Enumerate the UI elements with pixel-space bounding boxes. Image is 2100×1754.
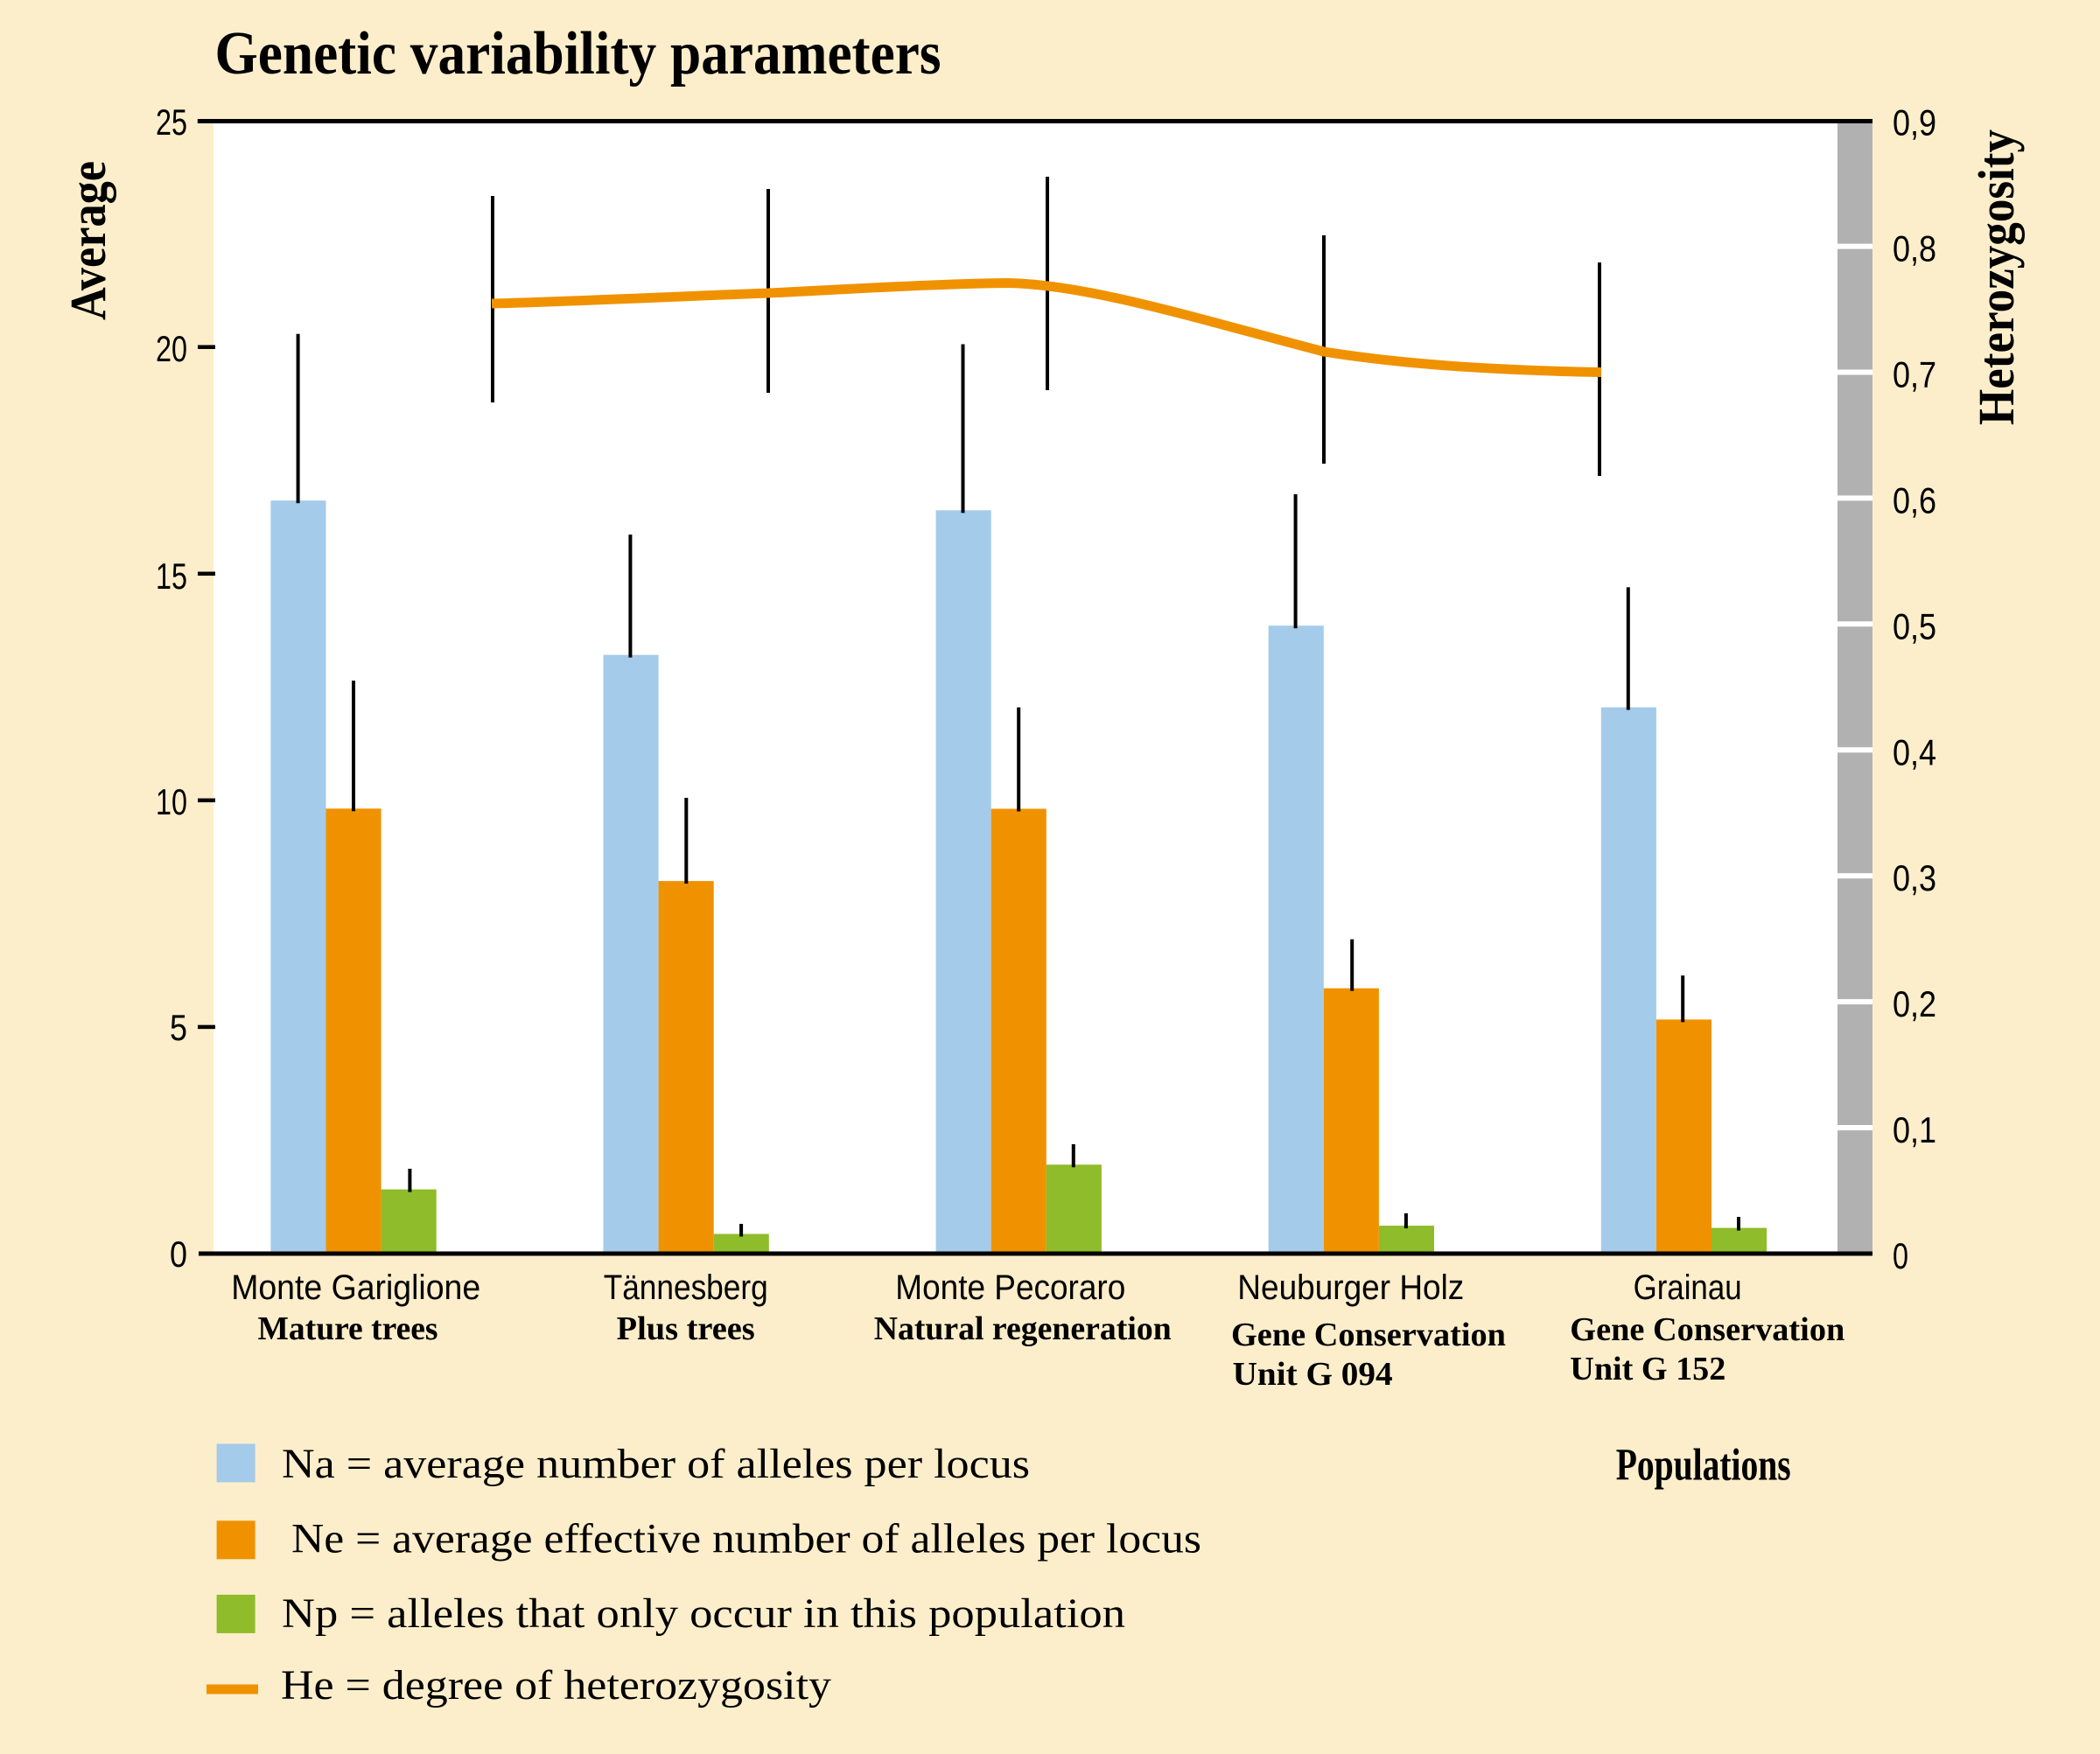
svg-text:Average: Average [60, 161, 116, 320]
svg-text:15: 15 [156, 556, 187, 597]
svg-text:Genetic variability parameters: Genetic variability parameters [215, 20, 942, 87]
svg-text:5: 5 [170, 1007, 187, 1048]
svg-text:Gene Conservation: Gene Conservation [1231, 1317, 1506, 1353]
svg-text:0,6: 0,6 [1893, 479, 1936, 521]
svg-text:0,8: 0,8 [1893, 228, 1936, 269]
svg-text:Monte Pecoraro: Monte Pecoraro [895, 1268, 1125, 1307]
svg-text:0: 0 [1893, 1235, 1908, 1276]
svg-text:Np = alleles that only occur i: Np = alleles that only occur in this pop… [282, 1590, 1125, 1637]
svg-text:0: 0 [170, 1233, 187, 1275]
svg-text:10: 10 [156, 781, 187, 822]
svg-text:Gene Conservation: Gene Conservation [1570, 1311, 1844, 1348]
svg-text:Na = average number of alleles: Na = average number of alleles per locus [282, 1441, 1030, 1487]
svg-text:Plus trees: Plus trees [617, 1310, 755, 1347]
svg-text:Natural regeneration: Natural regeneration [874, 1310, 1172, 1347]
svg-text:He = degree of heterozygosity: He = degree of heterozygosity [281, 1662, 831, 1709]
svg-text:0,7: 0,7 [1893, 354, 1936, 395]
svg-text:20: 20 [156, 328, 187, 369]
svg-text:Tännesberg: Tännesberg [604, 1268, 768, 1307]
svg-text:Unit G 152: Unit G 152 [1570, 1351, 1726, 1387]
svg-text:0,3: 0,3 [1893, 857, 1936, 898]
svg-text:0,5: 0,5 [1893, 605, 1936, 646]
svg-text:Neuburger Holz: Neuburger Holz [1237, 1268, 1464, 1307]
svg-text:Heterozygosity: Heterozygosity [1968, 129, 2025, 425]
svg-text:Mature trees: Mature trees [258, 1310, 438, 1347]
svg-text:0,9: 0,9 [1893, 102, 1936, 143]
svg-text:0,2: 0,2 [1893, 983, 1936, 1024]
svg-text:Grainau: Grainau [1634, 1268, 1742, 1307]
svg-text:25: 25 [156, 101, 187, 143]
svg-text:Ne = average effective number: Ne = average effective number of alleles… [291, 1516, 1201, 1562]
svg-text:Monte Gariglione: Monte Gariglione [231, 1268, 480, 1307]
svg-text:Unit G 094: Unit G 094 [1233, 1356, 1393, 1393]
svg-text:0,4: 0,4 [1893, 731, 1936, 772]
svg-text:Populations: Populations [1616, 1441, 1791, 1491]
svg-text:0,1: 0,1 [1893, 1109, 1936, 1150]
